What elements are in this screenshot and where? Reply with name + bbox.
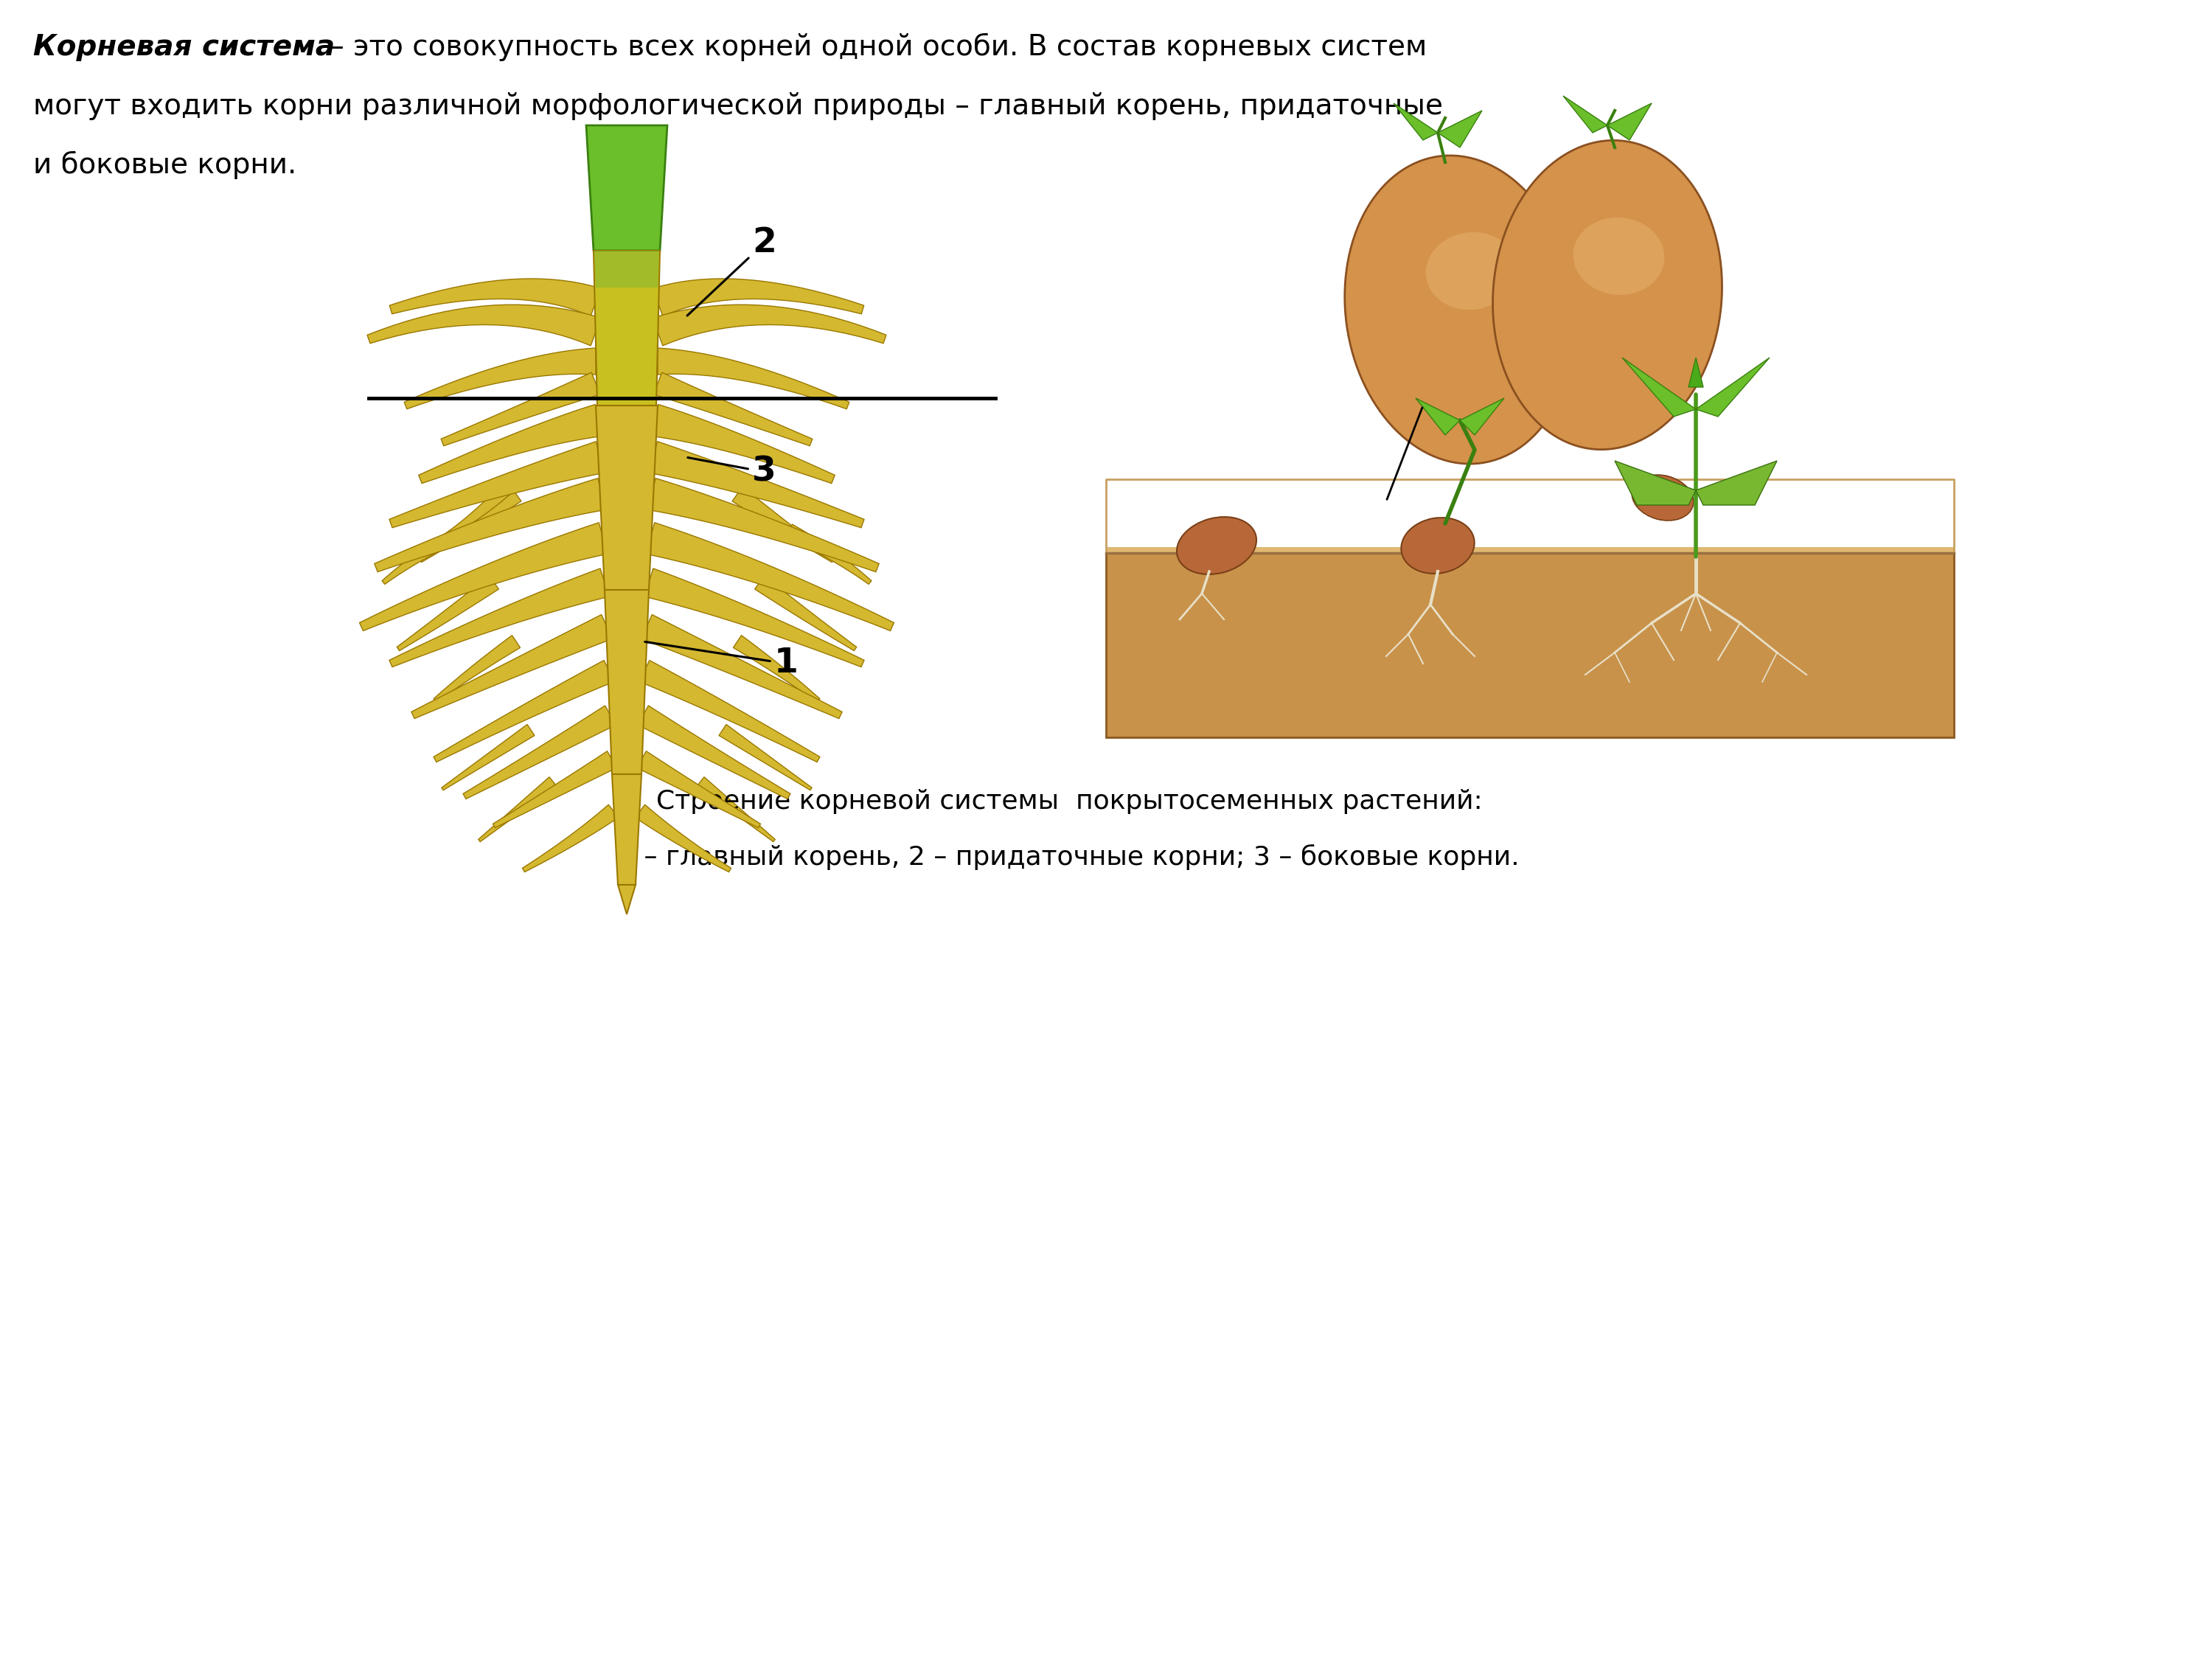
Text: Корневая система: Корневая система (33, 33, 334, 61)
Polygon shape (367, 305, 602, 345)
Polygon shape (1608, 103, 1652, 139)
Polygon shape (1697, 358, 1770, 416)
Polygon shape (1438, 111, 1482, 148)
Polygon shape (493, 752, 617, 828)
Polygon shape (586, 126, 668, 251)
Polygon shape (440, 372, 599, 446)
Polygon shape (411, 614, 613, 718)
Polygon shape (1564, 96, 1608, 133)
Polygon shape (442, 725, 535, 790)
Text: 2: 2 (688, 227, 776, 315)
Polygon shape (418, 486, 522, 562)
Polygon shape (650, 405, 834, 483)
Ellipse shape (1632, 474, 1694, 521)
Polygon shape (1688, 358, 1703, 387)
Polygon shape (1621, 358, 1697, 416)
Polygon shape (719, 725, 812, 790)
Polygon shape (1697, 461, 1776, 504)
Polygon shape (653, 372, 812, 446)
Polygon shape (595, 405, 657, 591)
Polygon shape (389, 279, 602, 317)
Polygon shape (522, 805, 619, 873)
Ellipse shape (1573, 217, 1663, 295)
Polygon shape (593, 251, 659, 405)
Polygon shape (646, 523, 894, 630)
Polygon shape (1416, 398, 1460, 435)
Polygon shape (361, 523, 608, 630)
Polygon shape (389, 441, 604, 528)
Ellipse shape (1493, 141, 1721, 450)
Polygon shape (434, 635, 520, 702)
Polygon shape (383, 524, 467, 584)
Text: 1 – главный корень, 2 – придаточные корни; 3 – боковые корни.: 1 – главный корень, 2 – придаточные корн… (619, 844, 1520, 869)
Polygon shape (405, 348, 595, 410)
Polygon shape (389, 569, 608, 667)
Text: могут входить корни различной морфологической природы – главный корень, придаточ: могут входить корни различной морфологич… (33, 93, 1442, 119)
Polygon shape (1615, 461, 1697, 504)
Polygon shape (613, 775, 641, 884)
Polygon shape (434, 660, 615, 761)
Polygon shape (637, 752, 761, 828)
Polygon shape (648, 441, 865, 528)
Polygon shape (641, 614, 843, 718)
Polygon shape (639, 660, 821, 761)
Polygon shape (604, 591, 648, 775)
Polygon shape (644, 569, 865, 667)
Polygon shape (697, 776, 774, 841)
Ellipse shape (1400, 518, 1475, 574)
Polygon shape (657, 348, 849, 410)
Ellipse shape (1427, 232, 1517, 310)
Polygon shape (1106, 547, 1953, 552)
Polygon shape (418, 405, 602, 483)
Polygon shape (1106, 552, 1953, 737)
Polygon shape (732, 486, 834, 562)
Polygon shape (754, 576, 856, 650)
Polygon shape (785, 524, 872, 584)
Polygon shape (462, 705, 615, 800)
Text: 1: 1 (646, 642, 799, 680)
Text: Строение корневой системы  покрытосеменных растений:: Строение корневой системы покрытосеменны… (657, 790, 1482, 815)
Polygon shape (653, 305, 887, 345)
Polygon shape (396, 576, 498, 650)
Text: и боковые корни.: и боковые корни. (33, 151, 296, 179)
Polygon shape (440, 474, 522, 541)
Polygon shape (374, 478, 606, 572)
Polygon shape (595, 251, 659, 287)
Polygon shape (635, 805, 730, 873)
Polygon shape (1460, 398, 1504, 435)
Polygon shape (617, 884, 635, 914)
Polygon shape (732, 635, 821, 702)
Polygon shape (653, 279, 865, 317)
Polygon shape (1394, 103, 1438, 139)
Ellipse shape (1177, 518, 1256, 574)
Text: 3: 3 (688, 455, 776, 488)
Polygon shape (637, 705, 790, 800)
Text: – это совокупность всех корней одной особи. В состав корневых систем: – это совокупность всех корней одной осо… (321, 33, 1427, 61)
Polygon shape (648, 478, 878, 572)
Polygon shape (478, 776, 557, 841)
Ellipse shape (1345, 156, 1575, 465)
